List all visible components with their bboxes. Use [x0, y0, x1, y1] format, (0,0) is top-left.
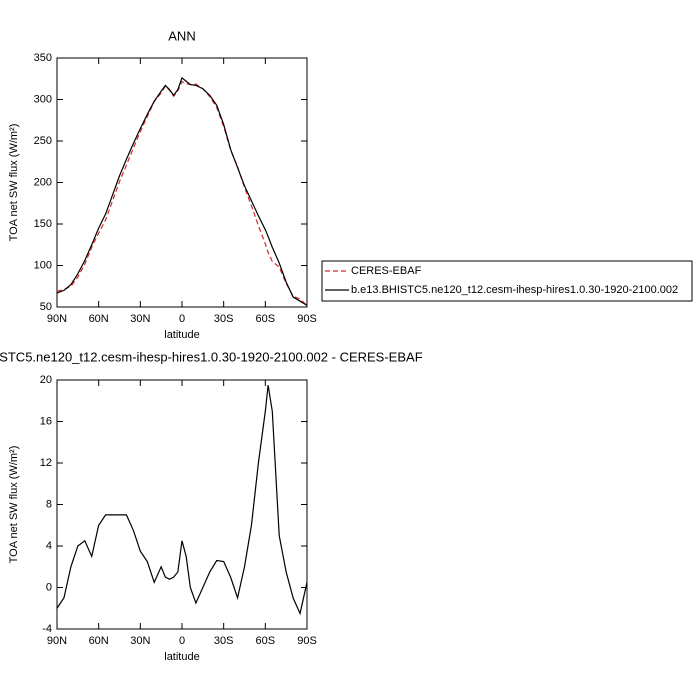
x-tick-label: 90S — [297, 635, 317, 647]
legend-label: CERES-EBAF — [351, 265, 422, 277]
y-tick-label: 16 — [40, 415, 52, 427]
x-tick-label: 90N — [47, 313, 67, 325]
x-tick-label: 60S — [256, 313, 276, 325]
y-tick-label: -4 — [42, 623, 52, 635]
x-tick-label: 30S — [214, 313, 234, 325]
y-tick-label: 250 — [34, 135, 52, 147]
x-tick-label: 30N — [130, 635, 150, 647]
x-tick-label: 60N — [89, 635, 109, 647]
y-tick-label: 50 — [40, 301, 52, 313]
y-tick-label: 20 — [40, 374, 52, 386]
y-tick-label: 12 — [40, 457, 52, 469]
x-tick-label: 30S — [214, 635, 234, 647]
y-tick-label: 0 — [46, 581, 52, 593]
y-tick-label: 4 — [46, 540, 52, 552]
y-axis-label: TOA net SW flux (W/m²) — [8, 124, 20, 242]
x-tick-label: 0 — [179, 635, 185, 647]
plot-frame — [56, 379, 308, 630]
plot-frame — [56, 57, 308, 308]
series-line — [56, 80, 308, 307]
x-tick-label: 60N — [89, 313, 109, 325]
y-axis-label: TOA net SW flux (W/m²) — [8, 446, 20, 564]
chart-title: ANN — [168, 28, 195, 43]
y-tick-label: 300 — [34, 93, 52, 105]
x-tick-label: 90S — [297, 313, 317, 325]
x-axis-label: latitude — [164, 651, 199, 663]
y-tick-label: 150 — [34, 218, 52, 230]
legend-label: b.e13.BHISTC5.ne120_t12.cesm-ihesp-hires… — [351, 284, 678, 296]
legend-box — [321, 260, 693, 302]
y-tick-label: 200 — [34, 176, 52, 188]
series-line — [56, 76, 308, 306]
y-tick-label: 350 — [34, 52, 52, 64]
x-tick-label: 0 — [179, 313, 185, 325]
series-line — [56, 385, 308, 616]
x-axis-label: latitude — [164, 329, 199, 341]
x-tick-label: 30N — [130, 313, 150, 325]
y-tick-label: 8 — [46, 498, 52, 510]
chart-title: b.e13.BHISTC5.ne120_t12.cesm-ihesp-hires… — [0, 349, 423, 364]
x-tick-label: 90N — [47, 635, 67, 647]
y-tick-label: 100 — [34, 259, 52, 271]
x-tick-label: 60S — [256, 635, 276, 647]
